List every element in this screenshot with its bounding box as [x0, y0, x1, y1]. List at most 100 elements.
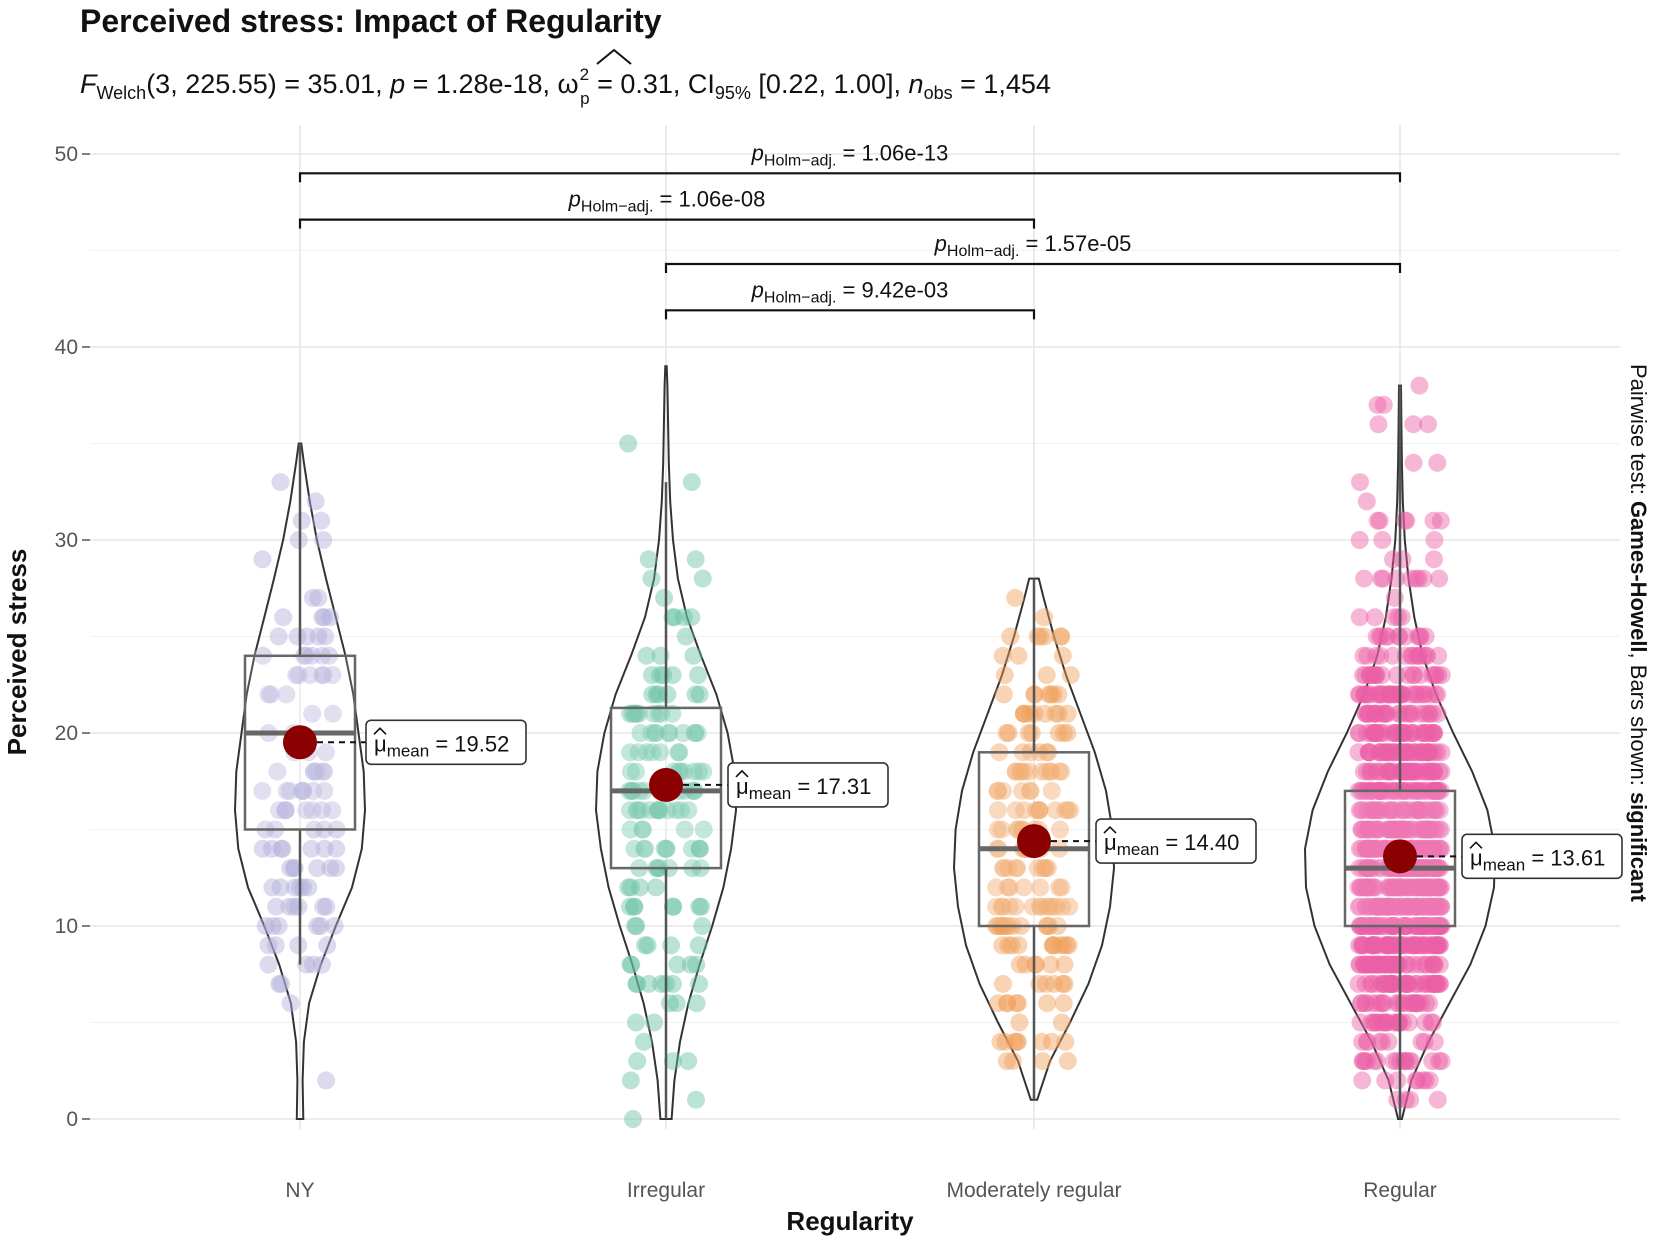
data-point — [1414, 839, 1433, 858]
data-point — [1366, 704, 1385, 723]
data-point — [1423, 955, 1442, 974]
data-point — [309, 627, 328, 646]
data-point — [1430, 801, 1449, 820]
data-point — [1386, 801, 1405, 820]
data-point — [1425, 724, 1444, 742]
data-point — [1350, 839, 1369, 858]
data-point — [1359, 839, 1378, 858]
data-point — [1363, 801, 1382, 820]
data-point — [1422, 878, 1441, 897]
data-point — [1357, 1052, 1376, 1071]
data-point — [1050, 936, 1069, 955]
data-point — [1408, 878, 1427, 897]
bracket-3 — [664, 262, 1402, 274]
data-point — [1389, 1013, 1408, 1032]
data-point — [658, 801, 677, 820]
data-point — [1384, 801, 1403, 820]
data-point — [1382, 974, 1401, 993]
data-point — [1429, 878, 1448, 897]
data-point — [1037, 666, 1056, 685]
data-point — [643, 685, 662, 704]
data-point — [648, 801, 667, 820]
data-point — [1392, 820, 1411, 839]
data-point — [1003, 1052, 1022, 1071]
data-point — [1367, 666, 1386, 685]
data-point — [1383, 820, 1402, 839]
data-point — [1043, 897, 1062, 916]
data-point — [323, 704, 342, 723]
data-point — [1414, 646, 1433, 665]
data-point — [687, 1090, 705, 1109]
data-point — [1053, 646, 1072, 665]
data-point — [1383, 646, 1402, 665]
data-point — [1428, 974, 1447, 993]
data-point — [1355, 685, 1373, 704]
y-tick-label: 0 — [66, 1108, 78, 1131]
data-point — [1354, 1052, 1373, 1071]
data-point — [1371, 801, 1390, 820]
data-point — [277, 685, 296, 704]
data-point — [1404, 666, 1423, 685]
data-point — [1006, 897, 1025, 916]
data-point — [1000, 897, 1019, 916]
data-point — [1393, 743, 1411, 762]
data-point — [1367, 820, 1386, 839]
data-point — [1352, 801, 1370, 820]
data-point — [988, 820, 1007, 839]
data-point — [1356, 974, 1375, 993]
data-point — [1416, 820, 1435, 839]
data-point — [1409, 820, 1428, 839]
data-point — [1362, 936, 1381, 955]
data-point — [1378, 762, 1397, 781]
data-point — [1407, 974, 1426, 993]
data-point — [1382, 801, 1401, 820]
mean-label-mu: μ — [374, 731, 387, 756]
data-point — [1058, 1052, 1077, 1071]
data-point — [993, 974, 1012, 993]
data-point — [619, 878, 638, 897]
data-point — [1362, 974, 1380, 993]
data-point — [636, 936, 654, 955]
data-point — [1381, 878, 1399, 897]
data-point — [302, 839, 321, 858]
mean-label-sub: mean — [1483, 855, 1526, 874]
data-point — [1404, 762, 1423, 781]
data-point — [627, 704, 646, 723]
data-point — [1420, 839, 1439, 858]
data-point — [1371, 994, 1390, 1013]
data-point — [285, 897, 304, 916]
data-point — [1002, 936, 1021, 955]
data-point — [987, 897, 1006, 916]
data-point — [1430, 1052, 1448, 1071]
data-point — [1421, 820, 1440, 839]
data-point — [1415, 743, 1433, 762]
data-point — [297, 955, 316, 974]
data-point — [626, 704, 645, 723]
data-point — [694, 762, 713, 781]
data-point — [1366, 936, 1385, 955]
data-point — [642, 569, 661, 588]
data-point — [1366, 955, 1385, 974]
data-point — [1375, 1013, 1394, 1032]
bracket-p-symbol: p — [751, 277, 764, 302]
data-point — [1359, 955, 1378, 974]
data-point — [1399, 974, 1418, 993]
data-point — [1361, 666, 1379, 685]
data-point — [987, 878, 1005, 897]
data-point — [323, 666, 342, 685]
data-point — [1425, 897, 1444, 916]
data-point — [315, 608, 334, 627]
data-point — [1349, 878, 1368, 897]
data-point — [1021, 781, 1040, 800]
data-point — [991, 1032, 1010, 1051]
data-point — [1356, 994, 1375, 1013]
data-point — [287, 666, 306, 685]
data-point — [1416, 839, 1435, 858]
data-point — [997, 994, 1016, 1013]
data-point — [1424, 762, 1443, 781]
data-point — [1421, 685, 1440, 704]
data-point — [1356, 666, 1375, 685]
data-point — [1426, 974, 1445, 993]
data-point — [647, 685, 666, 704]
data-point — [1356, 955, 1375, 974]
